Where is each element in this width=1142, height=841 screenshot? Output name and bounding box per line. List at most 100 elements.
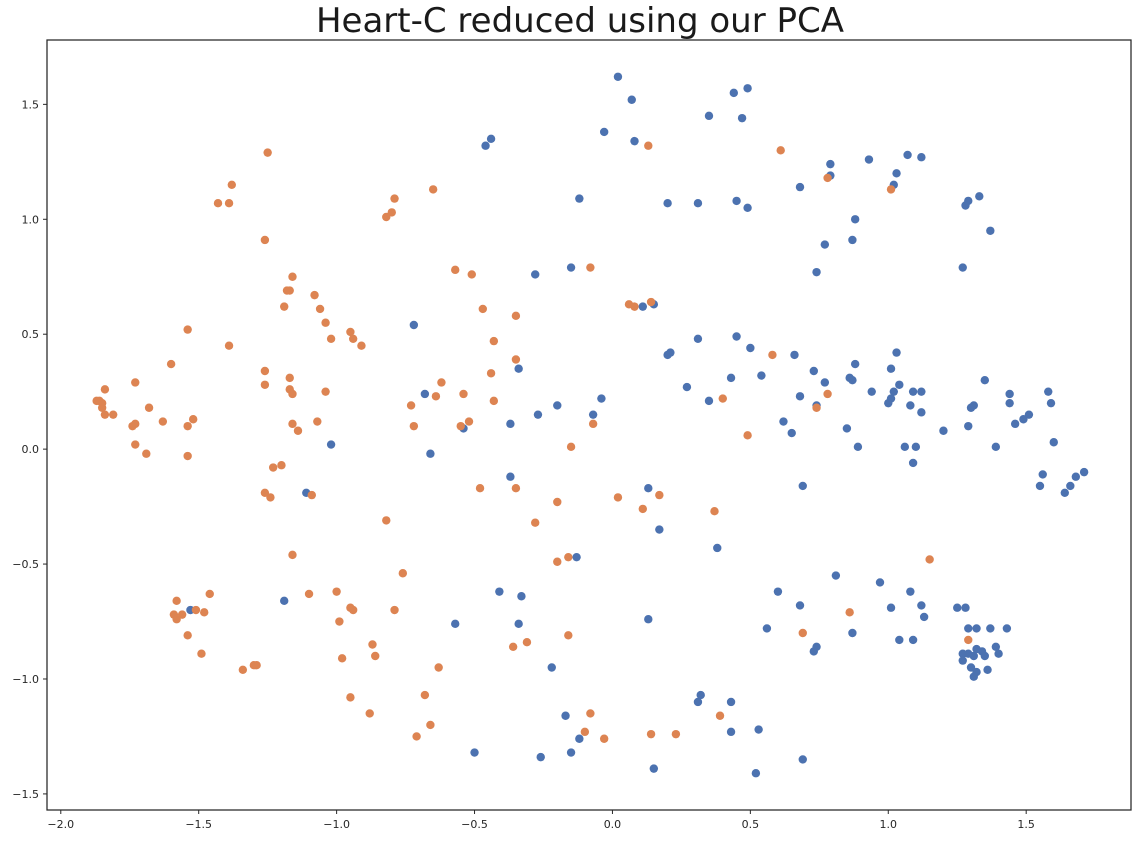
scatter-point-series-2-136 [646,729,656,739]
scatter-point-series-2-19 [285,286,294,295]
scatter-point-series-2-29 [183,325,192,334]
scatter-point-series-2-104 [200,608,209,617]
scatter-point-series-1-91 [853,442,863,452]
scatter-point-series-1-39 [732,332,741,341]
scatter-point-series-1-34 [531,270,540,279]
scatter-point-series-1-7 [630,136,639,146]
scatter-point-series-1-24 [732,196,741,206]
scatter-point-series-1-80 [779,417,788,426]
scatter-point-series-2-96 [768,350,777,360]
scatter-point-series-2-87 [613,493,623,502]
scatter-point-series-1-22 [663,198,672,208]
scatter-point-series-2-44 [100,385,110,394]
scatter-point-series-2-103 [191,605,201,615]
scatter-point-series-2-1 [263,148,272,157]
scatter-point-series-2-88 [655,490,664,500]
scatter-point-series-1-40 [746,343,755,353]
scatter-point-series-1-81 [842,424,852,433]
scatter-point-series-2-116 [964,635,973,645]
x-tick-label: 1.0 [880,818,898,831]
scatter-point-series-2-22 [315,304,325,314]
scatter-point-series-2-7 [387,208,396,217]
scatter-point-series-2-12 [823,173,832,183]
scatter-point-series-1-37 [638,302,647,311]
x-tick-label: 0.5 [742,818,760,831]
scatter-point-series-2-79 [277,461,286,470]
scatter-point-series-1-119 [762,624,772,633]
y-tick-label: −0.5 [12,558,39,571]
scatter-point-series-1-46 [886,364,896,373]
scatter-point-series-1-4 [743,84,752,93]
scatter-point-series-1-86 [506,419,515,429]
scatter-point-series-1-110 [280,596,289,606]
scatter-point-series-1-127 [961,603,970,612]
scatter-point-series-1-99 [1071,472,1081,481]
scatter-point-series-1-26 [575,194,584,203]
chart-title: Heart-C reduced using our PCA [316,1,844,41]
scatter-point-series-2-132 [586,709,595,718]
scatter-point-series-1-150 [547,663,556,672]
scatter-point-series-1-55 [682,382,692,392]
scatter-point-series-2-72 [588,419,598,429]
scatter-point-series-1-47 [757,371,766,380]
scatter-point-series-1-128 [848,628,857,638]
scatter-point-series-1-53 [980,375,990,385]
scatter-point-series-2-129 [365,709,374,718]
scatter-point-series-1-144 [994,649,1003,658]
scatter-point-series-1-29 [848,235,857,245]
scatter-point-series-2-90 [710,506,719,516]
scatter-point-series-1-42 [663,350,672,360]
scatter-point-series-2-107 [390,605,399,615]
scatter-point-series-1-66 [597,394,606,403]
scatter-point-series-2-41 [131,378,140,387]
points-layer [92,72,1089,778]
scatter-point-series-2-32 [326,334,336,344]
scatter-point-series-2-11 [776,146,785,155]
scatter-point-series-1-87 [787,428,796,438]
scatter-point-series-1-57 [514,364,523,373]
x-tick-label: 0.0 [604,818,622,831]
scatter-point-series-2-81 [260,488,270,498]
scatter-point-series-2-4 [224,198,234,208]
scatter-point-series-2-14 [451,265,460,275]
scatter-point-series-2-86 [553,497,562,507]
scatter-point-series-1-108 [713,543,722,553]
scatter-point-series-1-112 [495,587,504,596]
scatter-point-series-2-111 [335,617,344,626]
scatter-point-series-1-134 [972,624,981,633]
scatter-point-series-1-142 [969,651,978,661]
scatter-point-series-1-78 [533,410,543,419]
scatter-point-series-2-120 [197,649,206,658]
scatter-point-series-1-3 [729,88,739,98]
scatter-point-series-2-78 [743,431,752,440]
x-tick-label: 1.5 [1017,818,1035,831]
scatter-point-series-1-32 [812,267,821,277]
scatter-point-series-1-100 [1079,467,1089,477]
scatter-point-series-1-63 [1044,387,1053,396]
scatter-point-series-1-145 [958,656,967,665]
scatter-point-series-2-98 [398,569,408,578]
scatter-point-series-1-83 [917,408,926,417]
scatter-point-series-2-64 [128,421,137,431]
scatter-point-series-2-82 [266,493,275,502]
scatter-point-series-2-73 [812,403,821,412]
scatter-point-series-2-133 [715,711,725,720]
scatter-point-series-2-119 [508,642,518,652]
scatter-point-series-2-38 [166,359,176,369]
scatter-point-series-2-35 [489,336,499,346]
scatter-point-series-1-44 [892,348,901,357]
scatter-point-series-1-28 [986,226,995,235]
scatter-point-series-2-54 [109,410,118,419]
scatter-point-series-2-57 [431,392,441,401]
scatter-point-series-1-18 [795,182,805,192]
scatter-point-series-2-8 [382,212,391,222]
scatter-point-series-1-76 [1019,415,1028,424]
scatter-point-series-1-156 [726,727,736,737]
scatter-point-series-1-1 [613,72,623,81]
scatter-point-series-2-28 [321,318,330,327]
scatter-point-series-1-5 [737,113,747,123]
scatter-point-series-1-52 [820,378,830,387]
scatter-point-series-2-97 [925,555,934,564]
scatter-point-series-1-30 [820,240,830,249]
